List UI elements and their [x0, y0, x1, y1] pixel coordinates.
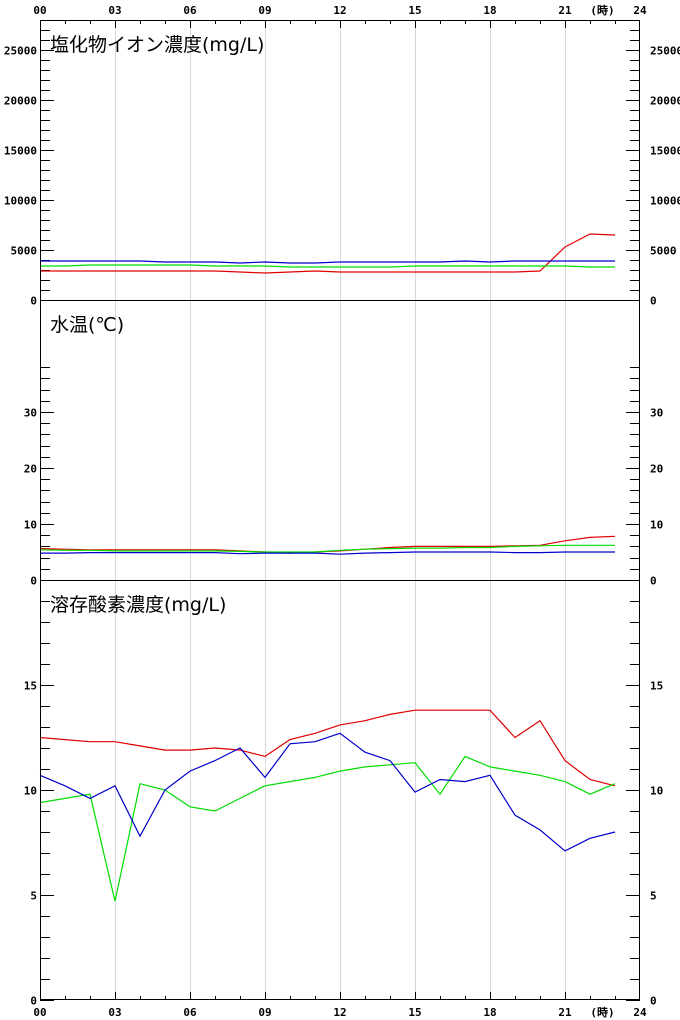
x-unit-label-top: (時)	[590, 3, 614, 17]
y-tick-label-right: 15000	[650, 145, 680, 158]
y-tick-label-left: 0	[30, 995, 37, 1008]
y-tick-label-left: 20	[24, 463, 37, 476]
y-tick-label-right: 20000	[650, 95, 680, 108]
x-tick-label-bottom: 09	[258, 1006, 271, 1019]
y-tick-label-left: 0	[30, 575, 37, 588]
x-tick-label-bottom: 21	[558, 1006, 572, 1019]
y-tick-label-right: 5000	[650, 245, 677, 258]
x-tick-label-top: 12	[333, 4, 346, 17]
panel-dissolved_oxygen	[39, 601, 640, 1001]
x-tick-label-bottom: 03	[108, 1006, 121, 1019]
y-tick-label-left: 30	[24, 407, 37, 420]
y-tick-label-right: 10	[650, 785, 663, 798]
y-tick-label-left: 5	[30, 890, 37, 903]
y-tick-label-right: 5	[650, 890, 657, 903]
series-line-chloride-green	[40, 264, 615, 268]
series-line-water_temp-blue	[40, 551, 615, 555]
panel-chloride	[40, 20, 640, 301]
y-tick-label-right: 15	[650, 680, 663, 693]
y-tick-label-right: 10	[650, 519, 663, 532]
y-tick-label-right: 0	[650, 575, 657, 588]
series-line-chloride-blue	[40, 260, 615, 264]
x-tick-label-bottom: 06	[183, 1006, 197, 1019]
y-tick-label-left: 20000	[4, 95, 37, 108]
y-tick-label-left: 10	[24, 785, 37, 798]
y-tick-label-left: 15000	[4, 145, 37, 158]
x-axis-ticks	[65, 20, 616, 1000]
panel-title: 溶存酸素濃度(mg/L)	[50, 594, 226, 616]
y-tick-label-right: 25000	[650, 45, 680, 58]
y-tick-label-right: 0	[650, 295, 657, 308]
y-tick-label-left: 5000	[11, 245, 38, 258]
y-tick-label-left: 10000	[4, 195, 37, 208]
series-line-water_temp-green	[39, 544, 615, 553]
y-tick-label-left: 15	[24, 680, 37, 693]
panel-title: 水温(℃)	[50, 314, 124, 336]
x-tick-label-top: 00	[33, 4, 46, 17]
series-line-dissolved_oxygen-blue	[39, 732, 616, 852]
x-tick-label-top: 21	[558, 4, 572, 17]
y-tick-label-left: 10	[24, 519, 37, 532]
y-tick-label-left: 0	[30, 295, 37, 308]
series-line-dissolved_oxygen-green	[39, 755, 616, 902]
panel-title: 塩化物イオン濃度(mg/L)	[50, 34, 264, 56]
x-tick-label-top: 03	[108, 4, 121, 17]
series-line-chloride-red	[40, 233, 616, 274]
x-unit-label-bottom: (時)	[590, 1005, 614, 1019]
x-tick-label-top: 09	[258, 4, 271, 17]
x-tick-label-bottom: 24	[633, 1006, 647, 1019]
x-tick-label-top: 06	[183, 4, 197, 17]
x-tick-label-bottom: 15	[408, 1006, 421, 1019]
panel-water_temp	[39, 367, 640, 581]
x-tick-label-top: 24	[633, 4, 647, 17]
y-tick-label-right: 0	[650, 995, 657, 1008]
x-tick-label-bottom: 12	[333, 1006, 346, 1019]
y-tick-label-right: 20	[650, 463, 663, 476]
y-tick-label-right: 10000	[650, 195, 680, 208]
vertical-gridlines	[115, 20, 566, 1000]
x-tick-label-bottom: 00	[33, 1006, 46, 1019]
x-tick-label-top: 18	[483, 4, 496, 17]
x-tick-label-top: 15	[408, 4, 421, 17]
x-tick-label-bottom: 18	[483, 1006, 496, 1019]
y-tick-label-left: 25000	[4, 45, 37, 58]
y-tick-label-right: 30	[650, 407, 663, 420]
series-line-dissolved_oxygen-red	[39, 709, 616, 787]
